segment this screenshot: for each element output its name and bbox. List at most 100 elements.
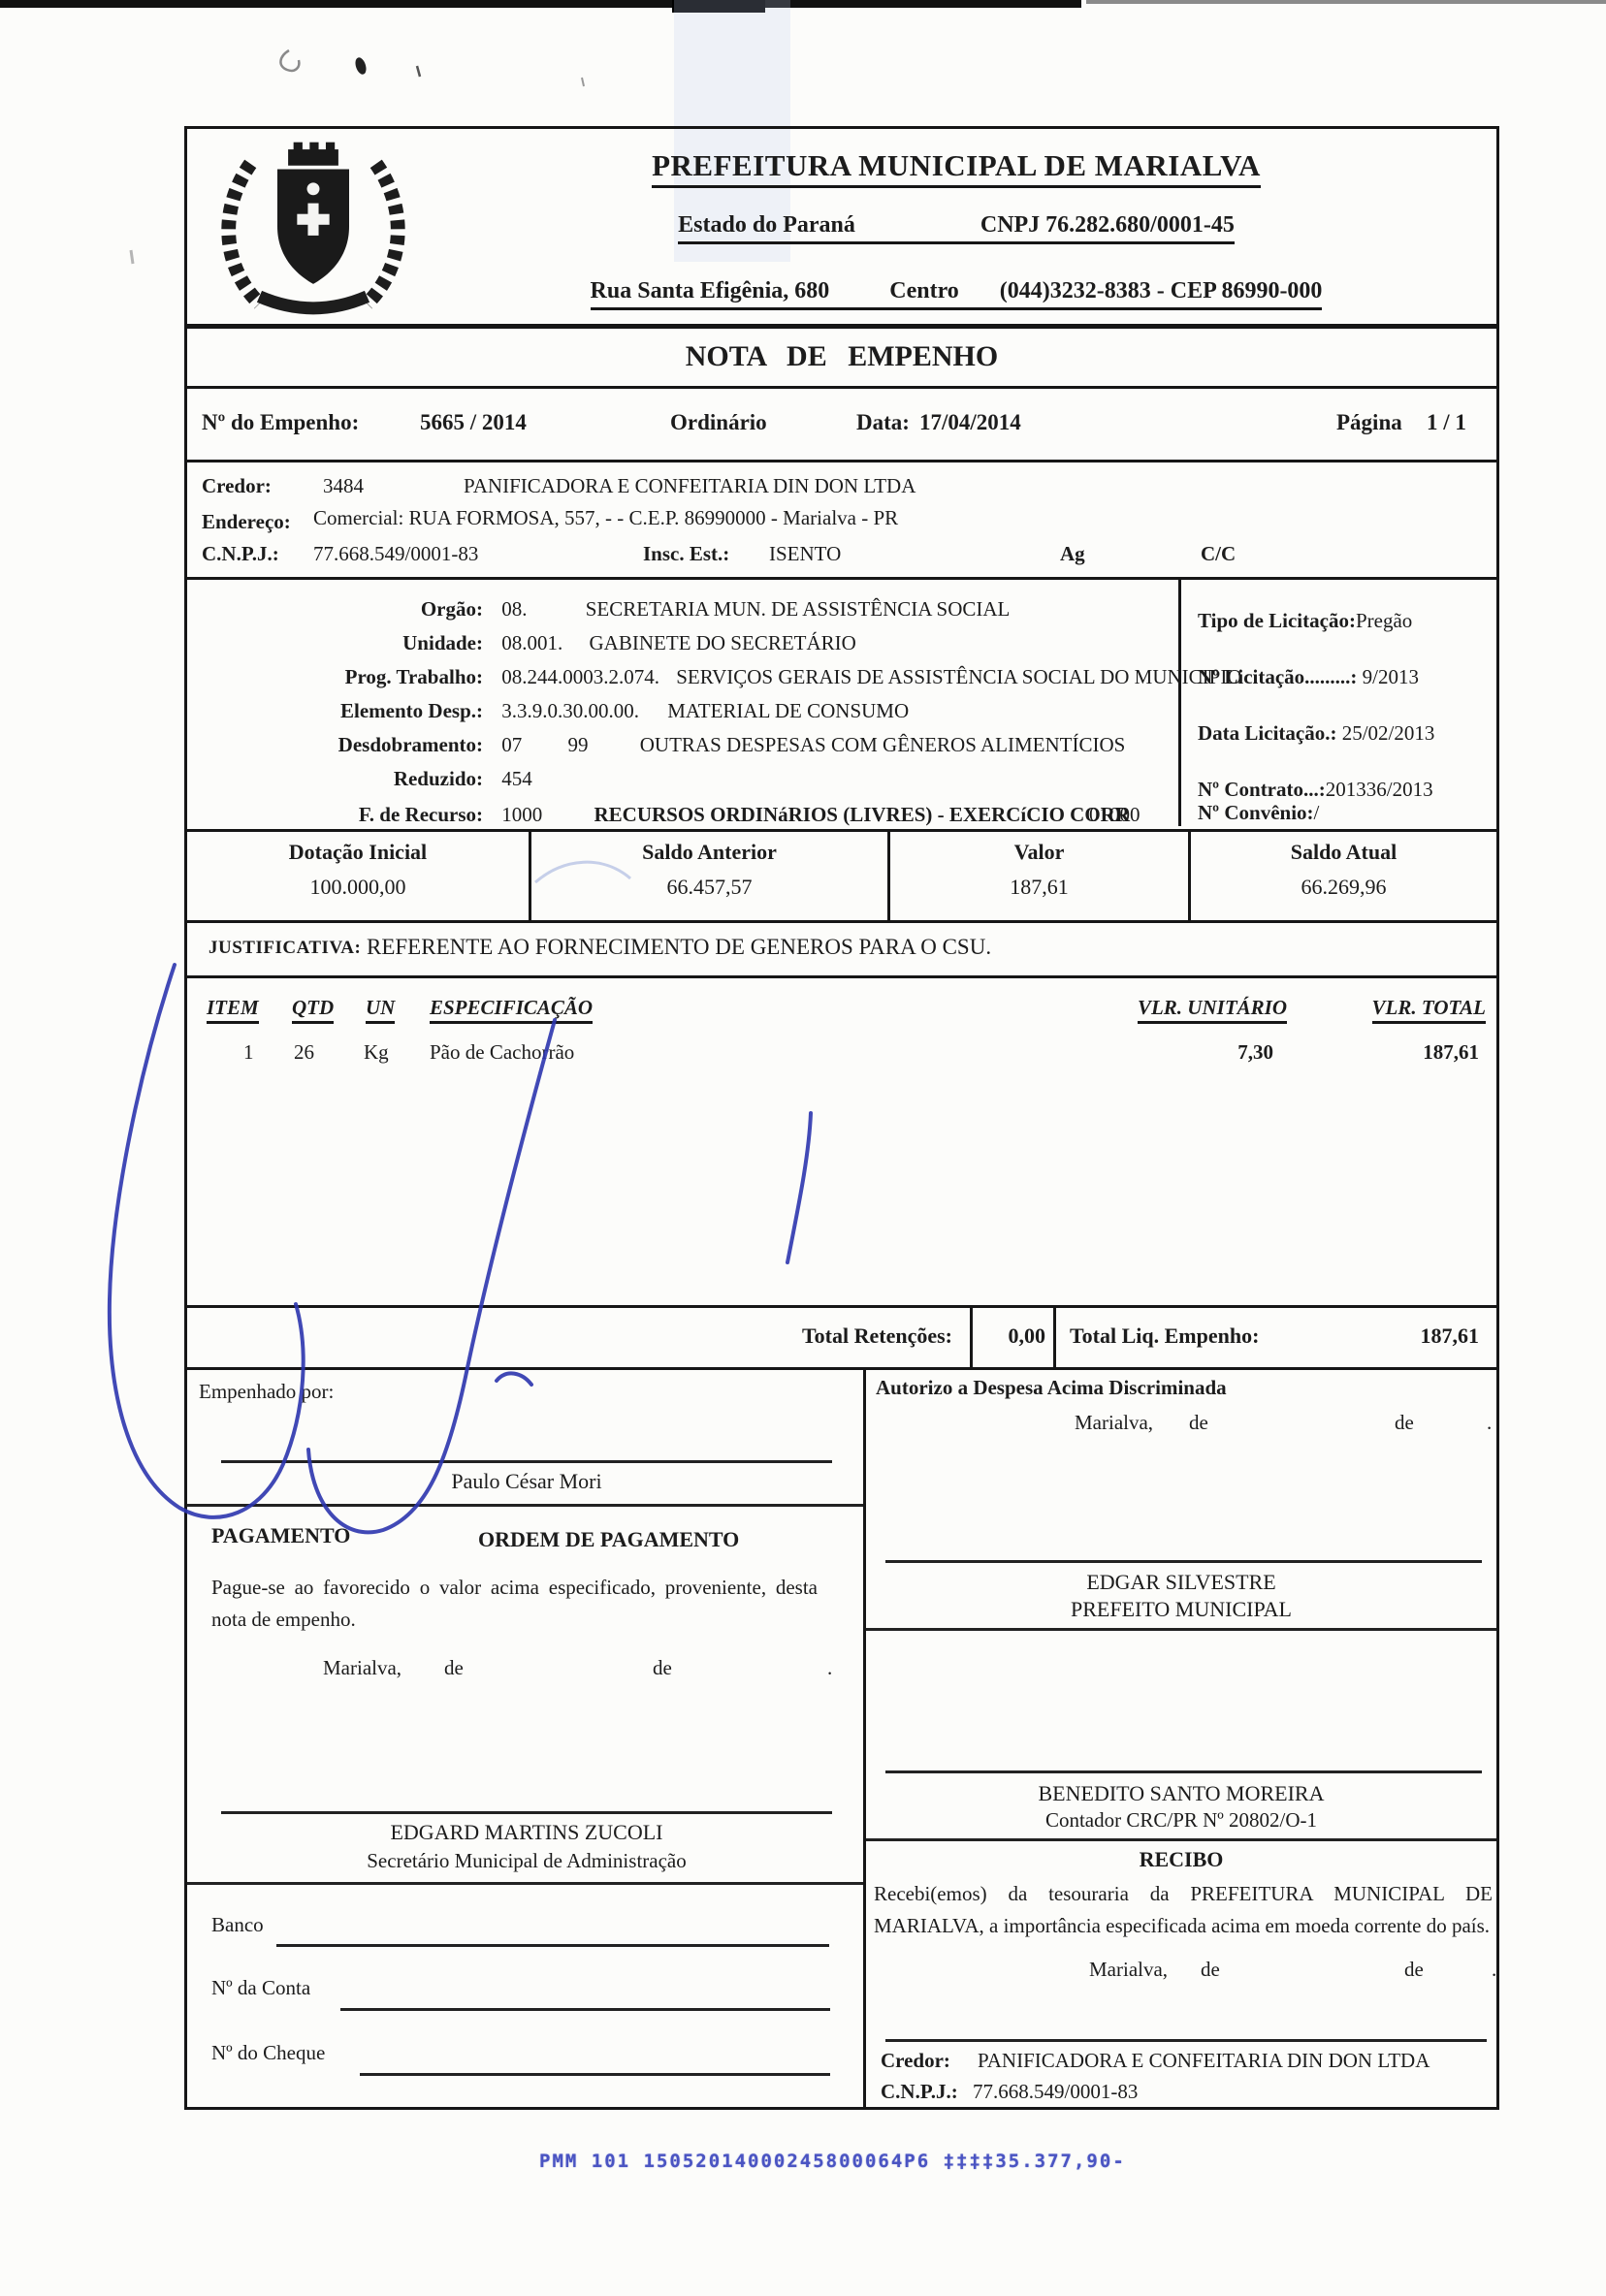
total-liq-label: Total Liq. Empenho: [1070,1323,1260,1348]
reduzido-row: Reduzido: 454 [202,767,532,791]
credor-code: 3484 [323,474,364,497]
cheque-label: Nº do Cheque [211,2041,326,2064]
convenio-row: Nº Convênio:/ [1198,801,1319,825]
saldo-anterior-cell: Saldo Anterior 66.457,57 [531,832,890,920]
de-word: de [1395,1411,1414,1434]
tipo-licitacao-value: Pregão [1355,609,1413,632]
unidade-label: Unidade: [402,631,483,654]
total-liq-cell: Total Liq. Empenho: 187,61 [1056,1308,1496,1367]
desdobramento-code1: 07 [501,733,523,756]
recibo-cnpj-value: 77.668.549/0001-83 [973,2080,1139,2103]
signature-line [885,1770,1482,1773]
de-word: de [1189,1411,1208,1434]
contrato-row: Nº Contrato...:201336/2013 [1198,778,1433,802]
orgao-code: 08. [501,597,528,621]
totals-row: Total Retenções: 0,00 Total Liq. Empenho… [187,1308,1496,1370]
recibo-title: RECIBO [1139,1847,1224,1871]
empenho-date-label: Data: [856,410,910,434]
period-mark: . [1492,1958,1497,1981]
city-name: Marialva, [1089,1958,1169,1981]
col-header-vlr-unitario: VLR. UNITÁRIO [1137,996,1287,1024]
signer-benedito-moreira: BENEDITO SANTO MOREIRA [1038,1781,1325,1805]
data-licitacao-row: Data Licitação.: 25/02/2013 [1198,721,1434,746]
scan-edge-artifact [1086,0,1606,4]
cnpj-label: CNPJ 76.282.680/0001-45 [980,212,1235,238]
item-vlr-unitario: 7,30 [1237,1040,1273,1064]
prog-code: 08.244.0003.2.074. [501,665,659,688]
pague-se-text: Pague-se ao favorecido o valor acima esp… [211,1576,818,1631]
convenio-value: / [1313,801,1320,824]
elemento-desc: MATERIAL DE CONSUMO [667,699,910,722]
cnpj-row-value: 77.668.549/0001-83 [313,542,479,565]
saldo-anterior-label: Saldo Anterior [642,840,777,864]
period-mark: . [1487,1411,1493,1434]
banco-label: Banco [211,1913,264,1936]
autorizo-text: Autorizo a Despesa Acima Discriminada [876,1376,1227,1399]
document-frame: PREFEITURA MUNICIPAL DE MARIALVA Estado … [184,126,1499,2110]
total-liq-value: 187,61 [1420,1323,1480,1348]
data-licitacao-label: Data Licitação.: [1198,721,1337,745]
item-qtd: 26 [294,1040,314,1064]
signer-edgar-silvestre: EDGAR SILVESTRE [1086,1570,1276,1594]
amounts-row: Dotação Inicial 100.000,00 Saldo Anterio… [187,832,1496,923]
city-name: Marialva, [1075,1411,1154,1434]
section-rule [866,1838,1496,1841]
dotacao-value: 100.000,00 [309,875,406,899]
de-word: de [444,1656,464,1679]
machine-print-line: PMM 101 15052014000245800064P6 ‡‡‡‡35.37… [539,2151,1126,2172]
empenhado-por-label: Empenhado por: [199,1380,335,1403]
item-number: 1 [243,1040,254,1064]
ordem-pagamento-label: ORDEM DE PAGAMENTO [478,1527,740,1551]
elemento-row: Elemento Desp.: 3.3.9.0.30.00.00. MATERI… [202,699,909,723]
signature-line [885,2039,1487,2042]
de-word: de [653,1656,672,1679]
elemento-label: Elemento Desp.: [340,699,483,722]
signatures-block: Empenhado por: Paulo César Mori PAGAMENT… [187,1370,1496,2107]
col-header-vlr-total: VLR. TOTAL [1371,996,1486,1024]
col-header-item: ITEM [207,996,259,1024]
signature-line [885,1560,1482,1563]
saldo-anterior-value: 66.457,57 [666,875,753,899]
num-licitacao-label: Nº Licitação.........: [1198,665,1358,688]
section-divider [1178,580,1181,826]
conta-fill-line [340,2008,830,2011]
city-name: Marialva, [323,1656,402,1679]
period-mark: . [827,1656,833,1679]
section-rule [187,1504,863,1507]
signer-edgard-zucoli: EDGARD MARTINS ZUCOLI [390,1820,663,1844]
signer-paulo-cesar-mori: Paulo César Mori [451,1469,602,1493]
creditor-section: Credor: 3484 PANIFICADORA E CONFEITARIA … [187,462,1496,580]
scan-edge-artifact [0,0,1081,8]
credor-label: Credor: [202,474,272,497]
insc-value: ISENTO [769,542,842,565]
header-state-row: Estado do Paraná CNPJ 76.282.680/0001-45 [430,212,1483,244]
total-retencoes-value: 0,00 [1008,1323,1046,1348]
empenho-num-label: Nº do Empenho: [202,410,360,434]
pagamento-label: PAGAMENTO [211,1523,351,1547]
conta-label: Nº da Conta [211,1976,311,1999]
desdobramento-label: Desdobramento: [337,733,483,756]
recurso-label: F. de Recurso: [358,803,483,826]
phone-cep-text: (044)3232-8383 - CEP 86990-000 [999,278,1323,303]
signer-edgar-role: PREFEITO MUNICIPAL [1071,1597,1292,1621]
document-header: PREFEITURA MUNICIPAL DE MARIALVA Estado … [187,129,1496,327]
insc-label: Insc. Est.: [643,542,730,565]
coat-of-arms-logo [221,142,405,315]
orgao-desc: SECRETARIA MUN. DE ASSISTÊNCIA SOCIAL [585,597,1011,621]
state-label: Estado do Paraná [678,212,855,238]
signer-benedito-role: Contador CRC/PR Nº 20802/O-1 [1044,1808,1318,1832]
num-licitacao-value: 9/2013 [1362,665,1419,688]
data-licitacao-value: 25/02/2013 [1341,721,1435,745]
item-espec: Pão de Cachorrão [430,1040,575,1064]
payment-column: Empenhado por: Paulo César Mori PAGAMENT… [187,1370,866,2107]
recibo-cnpj-label: C.N.P.J.: [881,2080,958,2103]
saldo-atual-value: 66.269,96 [1301,875,1387,899]
page-number: 1 / 1 [1427,410,1466,434]
justificativa-row: JUSTIFICATIVA: REFERENTE AO FORNECIMENTO… [187,923,1496,978]
unidade-code: 08.001. [501,631,563,654]
page-number-label: Página [1336,410,1402,434]
num-licitacao-row: Nº Licitação.........: 9/2013 [1198,665,1419,689]
orgao-label: Orgão: [420,597,483,621]
section-rule [187,1882,863,1885]
